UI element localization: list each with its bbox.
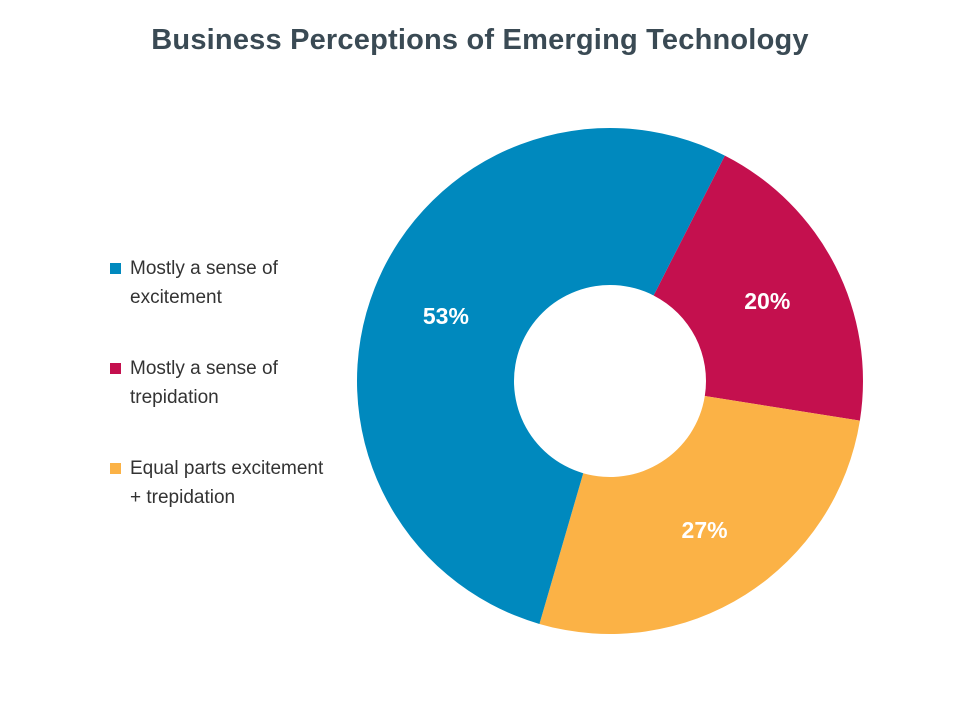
legend-item-equal-parts: Equal parts excitement + trepidation [110, 454, 340, 512]
legend-label-excitement: Mostly a sense of excitement [130, 258, 278, 308]
legend-item-excitement: Mostly a sense of excitement [110, 254, 340, 312]
legend-item-trepidation: Mostly a sense of trepidation [110, 354, 340, 412]
legend: Mostly a sense of excitement Mostly a se… [110, 254, 340, 512]
legend-label-trepidation: Mostly a sense of trepidation [130, 358, 278, 408]
legend-label-equal-parts: Equal parts excitement + trepidation [130, 458, 324, 508]
slice-excitement-label: 53% [423, 303, 469, 329]
legend-swatch-equal-parts [110, 463, 121, 474]
slice-trepidation [653, 155, 863, 421]
legend-swatch-trepidation [110, 363, 121, 374]
chart-title: Business Perceptions of Emerging Technol… [151, 24, 809, 56]
legend-swatch-excitement [110, 263, 121, 274]
slice-trepidation-label: 20% [744, 288, 790, 314]
slice-equal-parts-label: 27% [682, 517, 728, 543]
donut-slices [357, 128, 863, 634]
slice-excitement [357, 128, 725, 624]
donut-labels: 20% 27% 53% [423, 288, 790, 543]
slice-equal-parts [539, 396, 860, 634]
